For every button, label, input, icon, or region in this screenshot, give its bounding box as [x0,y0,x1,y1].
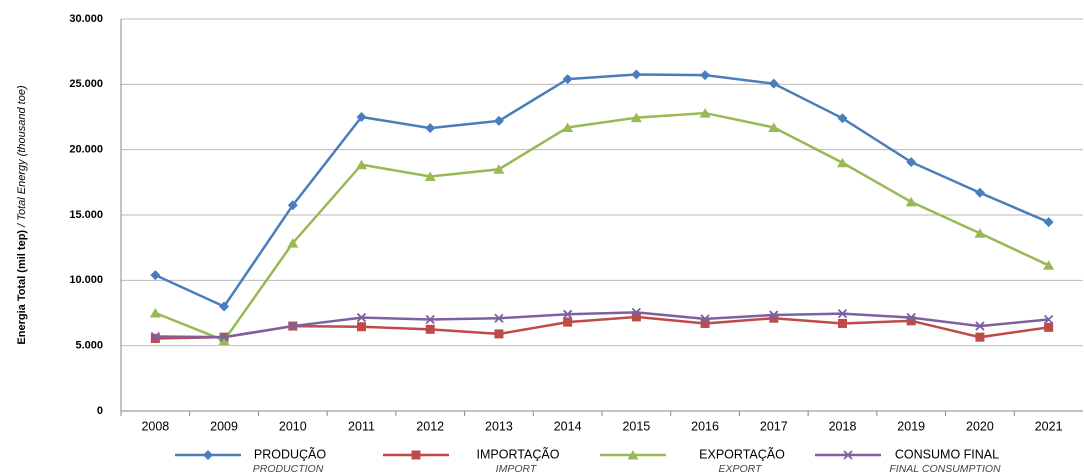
y-label-en: / Total Energy (thousand toe) [16,85,28,228]
x-tick-label: 2015 [622,419,650,433]
y-tick-label: 20.000 [69,144,103,156]
marker [769,310,779,320]
marker [150,333,160,343]
marker [974,228,986,238]
marker [631,312,641,322]
y-tick-label: 0 [97,405,103,417]
marker [425,324,435,334]
marker [700,314,710,324]
marker [562,122,574,132]
marker [562,74,573,85]
legend-label-en: FINAL CONSUMPTION [889,463,1001,475]
marker [975,332,985,342]
x-tick-label: 2018 [829,419,857,433]
marker [906,312,916,323]
marker [631,69,642,80]
legend-label-en: IMPORT [496,463,538,475]
marker [905,196,917,207]
marker [1044,322,1054,332]
x-tick-label: 2014 [554,419,582,433]
legend-label: IMPORTAÇÃO [477,447,560,461]
marker [975,321,985,331]
y-axis-label: Energia Total (mil tep) / Total Energy (… [16,85,28,345]
marker [203,450,213,460]
series-line [154,111,1050,342]
series-line [154,73,1050,309]
x-tick-label: 2017 [760,419,788,433]
marker [768,78,779,89]
marker [769,313,779,323]
marker [357,322,366,332]
marker [356,159,367,170]
marker [630,112,642,123]
marker [494,313,504,323]
x-tick-label: 2016 [691,419,719,433]
x-tick-label: 2020 [966,419,994,433]
x-tick-label: 2009 [210,419,238,433]
x-tick-label: 2008 [141,419,169,433]
marker [218,335,230,345]
marker [219,301,230,312]
marker [838,318,847,328]
legend-label-en: EXPORT [719,463,764,475]
legend-label: EXPORTAÇÃO [699,447,785,461]
marker [425,123,436,134]
marker [627,450,639,460]
marker [411,450,421,460]
marker [699,108,711,118]
series-line [155,315,1049,340]
marker [974,187,985,198]
marker [843,450,853,460]
y-tick-label: 15.000 [69,209,103,221]
marker [1043,260,1055,270]
x-tick-label: 2010 [279,419,307,433]
y-tick-label: 10.000 [69,274,103,286]
marker [1044,314,1054,325]
marker [424,171,436,181]
marker [906,316,916,326]
x-tick-label: 2019 [897,419,925,433]
x-tick-label: 2021 [1035,419,1063,433]
marker [493,164,505,174]
marker [287,238,299,248]
legend-label: CONSUMO FINAL [895,447,999,461]
marker [494,329,504,339]
y-label-pt: Energia Total (mil tep) [16,230,28,345]
marker [1043,217,1054,228]
x-tick-label: 2012 [416,419,444,433]
marker [425,314,435,325]
y-tick-label: 30.000 [69,13,103,25]
marker [493,115,504,126]
marker [356,112,367,122]
y-tick-label: 25.000 [69,78,103,90]
x-tick-label: 2011 [348,419,375,433]
marker [563,309,573,319]
marker [288,321,298,331]
marker [906,157,917,168]
legend-label: PRODUÇÃO [254,447,327,461]
marker [837,157,848,168]
legend-label-en: PRODUCTION [253,463,324,475]
marker [700,70,711,81]
marker [149,308,161,318]
marker [563,317,573,327]
y-tick-label: 5.000 [75,340,103,352]
marker [837,113,848,124]
marker [150,270,161,281]
marker [356,312,367,323]
marker [287,200,298,211]
marker [631,307,641,317]
marker [219,332,229,342]
x-tick-label: 2013 [485,419,513,433]
marker [700,318,710,328]
series-line [155,311,1049,339]
marker [150,331,160,342]
marker [837,309,848,319]
marker [768,122,780,132]
